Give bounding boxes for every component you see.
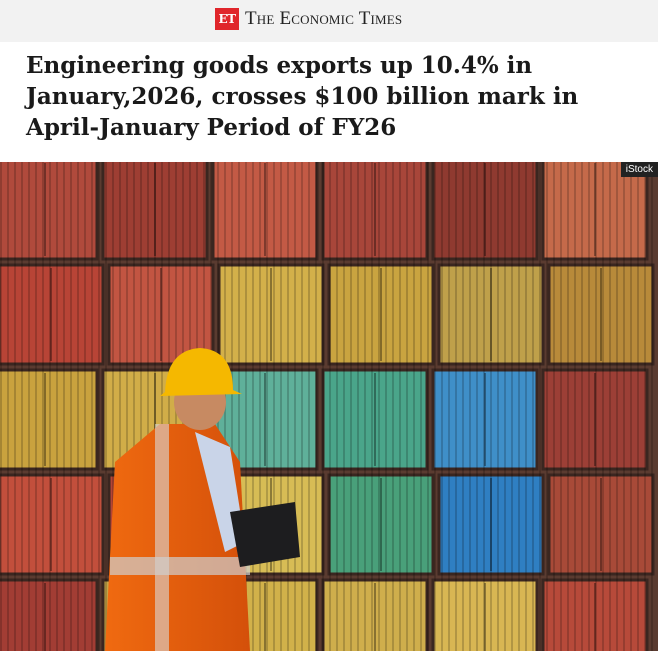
image-credit: iStock [620,162,658,177]
shipping-containers-photo [0,162,658,651]
et-logo-mark: ET [215,8,239,30]
masthead: ET The Economic Times [0,0,658,42]
article-headline: Engineering goods exports up 10.4% in Ja… [26,52,579,141]
worker-figure [105,348,300,651]
article-hero-image [0,162,658,651]
publication-name: The Economic Times [245,8,403,29]
site-logo[interactable]: ET The Economic Times [215,7,402,31]
